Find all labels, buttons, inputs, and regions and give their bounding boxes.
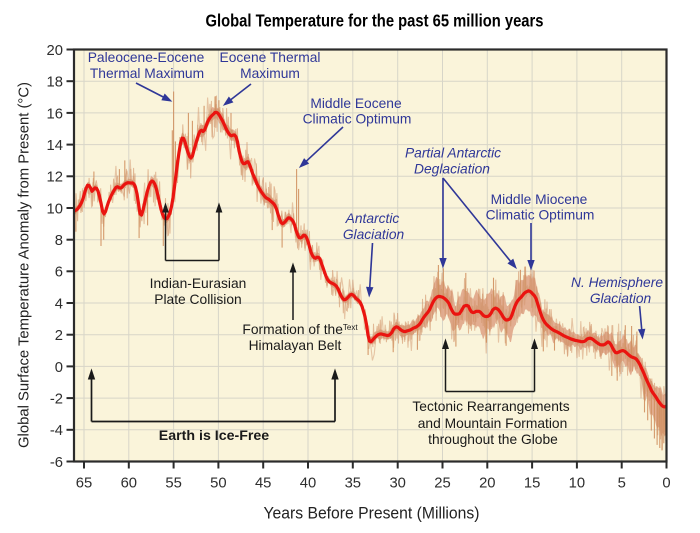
svg-text:Earth is Ice-Free: Earth is Ice-Free <box>159 428 270 444</box>
svg-text:Deglaciation: Deglaciation <box>414 162 490 177</box>
svg-text:Years Before Present (Millions: Years Before Present (Millions) <box>264 505 480 523</box>
svg-text:Himalayan Belt: Himalayan Belt <box>249 338 342 353</box>
svg-text:60: 60 <box>121 476 137 492</box>
svg-text:55: 55 <box>165 476 181 492</box>
svg-text:50: 50 <box>210 476 226 492</box>
svg-text:8: 8 <box>55 233 63 249</box>
svg-text:25: 25 <box>434 476 450 492</box>
svg-text:Tectonic Rearrangements: Tectonic Rearrangements <box>412 399 569 414</box>
svg-text:-2: -2 <box>50 392 63 408</box>
svg-text:throughout the Globe: throughout the Globe <box>428 432 558 447</box>
svg-text:Paleocene-Eocene: Paleocene-Eocene <box>88 50 205 65</box>
svg-text:N. Hemisphere: N. Hemisphere <box>571 275 663 290</box>
svg-text:10: 10 <box>47 201 63 217</box>
svg-text:65: 65 <box>76 476 92 492</box>
svg-text:12: 12 <box>47 170 63 186</box>
svg-text:Plate Collision: Plate Collision <box>154 292 241 307</box>
svg-text:20: 20 <box>479 476 495 492</box>
svg-text:0: 0 <box>662 476 670 492</box>
svg-text:Eocene Thermal: Eocene Thermal <box>220 50 321 65</box>
svg-text:0: 0 <box>55 360 63 376</box>
svg-text:Middle Eocene: Middle Eocene <box>310 96 402 111</box>
svg-text:Partial Antarctic: Partial Antarctic <box>405 146 501 161</box>
svg-text:10: 10 <box>569 476 585 492</box>
svg-text:Global Temperature for the pas: Global Temperature for the past 65 milli… <box>206 11 544 31</box>
svg-text:Maximum: Maximum <box>240 66 300 81</box>
svg-text:Global Surface Temperature Ano: Global Surface Temperature Anomaly from … <box>16 82 33 448</box>
svg-text:-4: -4 <box>50 423 63 439</box>
svg-text:Glaciation: Glaciation <box>590 291 652 306</box>
svg-text:-6: -6 <box>50 455 63 471</box>
svg-text:6: 6 <box>55 265 63 281</box>
svg-text:40: 40 <box>300 476 316 492</box>
svg-text:Glaciation: Glaciation <box>343 227 405 242</box>
svg-text:5: 5 <box>618 476 626 492</box>
svg-text:30: 30 <box>389 476 405 492</box>
svg-text:15: 15 <box>524 476 540 492</box>
svg-text:and Mountain Formation: and Mountain Formation <box>418 416 568 431</box>
svg-text:20: 20 <box>47 43 63 59</box>
svg-text:Middle Miocene: Middle Miocene <box>491 192 588 207</box>
svg-text:Indian-Eurasian: Indian-Eurasian <box>150 276 247 291</box>
svg-text:45: 45 <box>255 476 271 492</box>
svg-text:Formation of theText: Formation of theText <box>242 322 358 337</box>
svg-text:18: 18 <box>47 75 63 91</box>
svg-text:Climatic Optimum: Climatic Optimum <box>303 112 412 127</box>
svg-text:2: 2 <box>55 328 63 344</box>
svg-text:Thermal Maximum: Thermal Maximum <box>90 66 204 81</box>
svg-text:4: 4 <box>55 296 63 312</box>
svg-text:Antarctic: Antarctic <box>345 211 400 226</box>
svg-text:35: 35 <box>345 476 361 492</box>
svg-text:16: 16 <box>47 106 63 122</box>
svg-text:14: 14 <box>47 138 63 154</box>
svg-text:Climatic Optimum: Climatic Optimum <box>486 208 595 223</box>
